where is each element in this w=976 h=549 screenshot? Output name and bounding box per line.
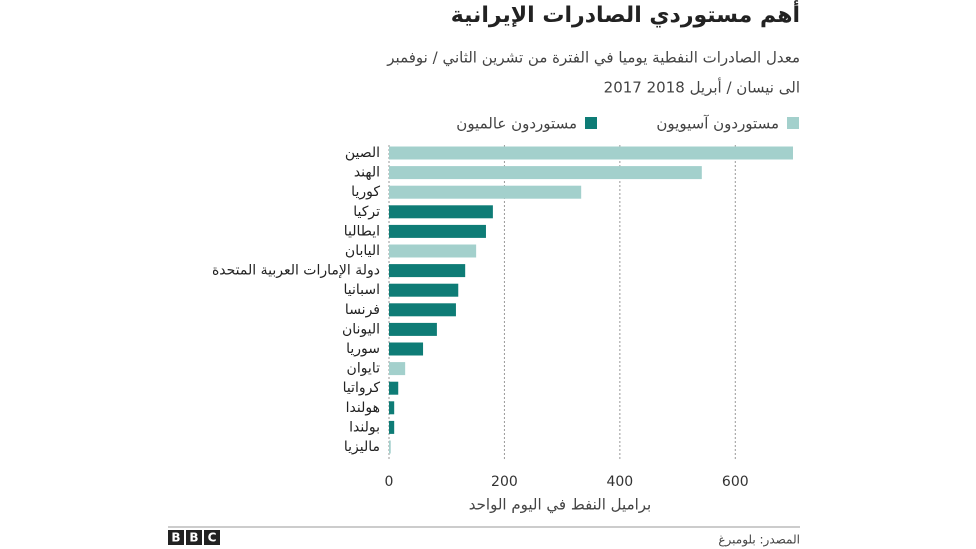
x-tick-label: 0 — [385, 474, 394, 490]
x-tick-label: 600 — [722, 474, 749, 490]
y-tick-label: اليابان — [345, 243, 380, 259]
x-tick-label: 200 — [491, 474, 518, 490]
y-tick-label: تركيا — [353, 204, 380, 220]
logo-box — [168, 530, 184, 545]
y-tick-label: كرواتيا — [343, 380, 381, 396]
bar — [389, 303, 456, 317]
subtitle: 2017 الى نيسان / أبريل 2018 — [604, 78, 800, 97]
bar — [389, 420, 395, 434]
logo-letter: C — [208, 531, 217, 545]
subtitle: معدل الصادرات النفطية يوميا في الفترة من… — [386, 49, 800, 68]
bar — [389, 440, 391, 454]
y-tick-label: ماليزيا — [344, 439, 380, 455]
bar — [389, 401, 395, 415]
y-tick-label: سوريا — [346, 341, 380, 357]
y-tick-label: بولندا — [349, 419, 380, 435]
y-tick-label: الهند — [354, 165, 380, 181]
x-axis-label: براميل النفط في اليوم الواحد — [469, 496, 651, 515]
bar — [389, 224, 486, 238]
y-tick-label: تايوان — [347, 361, 381, 377]
bar — [389, 205, 493, 219]
bar — [389, 322, 437, 336]
legend-label: مستوردون عالميون — [456, 115, 577, 133]
x-tick-label: 400 — [606, 474, 633, 490]
y-tick-label: الصين — [345, 145, 380, 161]
logo-box — [186, 530, 202, 545]
bar — [389, 283, 459, 297]
legend-swatch — [585, 117, 597, 129]
y-tick-label: هولندا — [346, 400, 380, 416]
y-tick-label: دولة الإمارات العربية المتحدة — [212, 263, 380, 279]
y-tick-label: اسبانيا — [344, 282, 381, 298]
y-tick-label: ايطاليا — [344, 223, 380, 239]
bar — [389, 244, 477, 258]
source: المصدر: بلومبرغ — [718, 533, 800, 548]
bar — [389, 381, 399, 395]
bar — [389, 166, 702, 180]
bar — [389, 342, 424, 356]
logo-box — [204, 530, 220, 545]
logo-letter: B — [189, 531, 198, 545]
bar — [389, 264, 466, 278]
y-tick-label: كوريا — [351, 184, 380, 200]
logo-letter: B — [171, 531, 180, 545]
legend-label: مستوردون آسيويون — [656, 115, 779, 133]
y-tick-label: فرنسا — [345, 302, 380, 318]
y-tick-label: اليونان — [342, 321, 380, 337]
chart-title: أهم مستوردي الصادرات الإيرانية — [451, 0, 800, 28]
bar — [389, 146, 793, 160]
bar — [389, 185, 582, 199]
bar — [389, 362, 406, 376]
legend-swatch — [787, 117, 799, 129]
